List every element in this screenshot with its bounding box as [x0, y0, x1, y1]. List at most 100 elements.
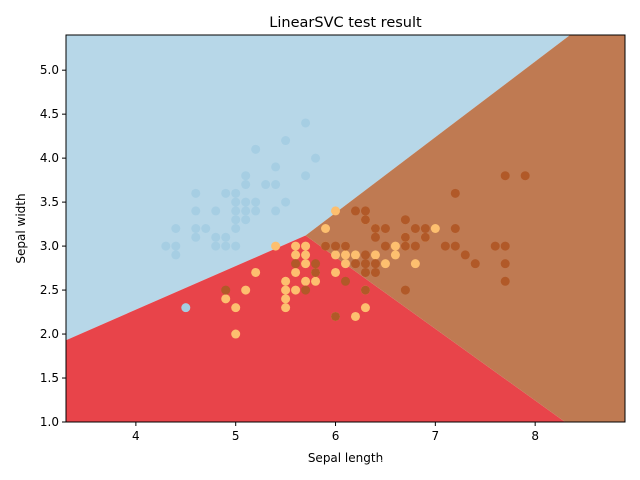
decision-region-2: [305, 35, 625, 422]
data-point-setosa: [171, 241, 181, 251]
data-point-versicolor: [341, 259, 350, 269]
data-point-versicolor: [311, 276, 321, 286]
x-tick-label: 4: [132, 429, 140, 443]
data-point-virginica: [500, 241, 510, 251]
data-point-setosa: [301, 171, 311, 181]
data-point-virginica: [400, 232, 410, 242]
data-point-setosa: [251, 206, 261, 216]
y-tick-label: 1.0: [40, 415, 59, 429]
data-point-versicolor: [390, 250, 400, 260]
x-tick-label: 8: [531, 429, 539, 443]
data-point-versicolor: [410, 259, 420, 269]
data-point-virginica: [311, 267, 321, 277]
data-point-virginica: [450, 188, 460, 198]
data-point-versicolor: [370, 250, 380, 260]
data-point-versicolor: [390, 241, 400, 251]
data-point-versicolor: [430, 224, 440, 233]
data-point-versicolor: [331, 267, 341, 277]
data-point-setosa: [161, 241, 171, 251]
data-point-virginica: [301, 285, 311, 295]
data-point-versicolor: [380, 259, 390, 269]
data-point-setosa: [191, 188, 201, 198]
data-point-virginica: [440, 241, 450, 251]
data-point-setosa: [231, 188, 241, 198]
data-point-versicolor: [350, 311, 360, 321]
data-point-setosa: [311, 153, 321, 163]
x-axis-ticks: 4 5 6 7 8: [132, 422, 539, 443]
data-point-setosa: [231, 241, 241, 251]
data-point-setosa: [221, 188, 231, 198]
data-point-setosa: [231, 215, 241, 225]
data-point-virginica: [470, 259, 480, 269]
data-point-versicolor: [281, 285, 291, 295]
data-point-setosa: [211, 232, 221, 242]
y-tick-label: 1.5: [40, 371, 59, 385]
decision-region-1: [66, 235, 566, 422]
data-point-setosa: [251, 197, 261, 207]
data-point-virginica: [400, 285, 410, 295]
data-point-virginica: [370, 232, 380, 242]
data-point-versicolor: [251, 267, 261, 277]
data-point-setosa: [241, 215, 251, 225]
x-tick-label: 7: [432, 429, 440, 443]
data-point-virginica: [370, 267, 380, 277]
scatter-points: [161, 118, 530, 339]
data-point-setosa: [191, 224, 201, 233]
data-point-virginica: [221, 285, 231, 295]
data-point-setosa: [251, 144, 261, 154]
y-tick-label: 4.0: [40, 151, 59, 165]
data-point-versicolor: [301, 259, 311, 269]
data-point-setosa: [221, 232, 231, 242]
watermark-text: https://blog.csdn.net/weixin_45709671: [378, 456, 632, 471]
data-point-setosa: [231, 197, 241, 207]
data-point-virginica: [460, 250, 470, 260]
data-point-versicolor: [291, 267, 301, 277]
data-point-versicolor: [291, 241, 301, 251]
data-point-virginica: [370, 259, 380, 269]
data-point-virginica: [500, 276, 510, 286]
x-axis-label: Sepal length: [308, 451, 383, 465]
data-point-setosa: [191, 232, 201, 242]
data-point-virginica: [410, 241, 420, 251]
data-point-versicolor: [291, 250, 301, 260]
data-point-versicolor: [331, 206, 341, 216]
plot-frame: [65, 34, 626, 423]
data-point-setosa: [211, 241, 221, 251]
decision-region-0: [66, 35, 571, 341]
data-point-setosa: [281, 136, 291, 146]
data-point-setosa: [201, 224, 211, 233]
data-point-setosa: [211, 206, 221, 216]
data-point-versicolor: [291, 285, 301, 295]
data-point-setosa: [231, 224, 241, 233]
x-tick-label: 5: [232, 429, 240, 443]
data-point-virginica: [370, 224, 380, 233]
data-point-virginica: [410, 224, 420, 233]
data-point-versicolor: [321, 224, 331, 233]
data-point-versicolor: [350, 250, 360, 260]
data-point-setosa: [281, 197, 291, 207]
data-point-versicolor: [271, 241, 281, 251]
data-point-virginica: [360, 215, 370, 225]
data-point-virginica: [350, 259, 360, 269]
y-tick-label: 5.0: [40, 63, 59, 77]
data-point-versicolor: [221, 294, 231, 304]
data-point-setosa: [261, 180, 271, 190]
data-point-versicolor: [341, 250, 350, 260]
data-point-versicolor: [281, 276, 291, 286]
data-point-virginica: [360, 250, 370, 260]
data-point-virginica: [360, 267, 370, 277]
data-point-virginica: [420, 224, 430, 233]
data-point-versicolor: [281, 294, 291, 304]
data-point-virginica: [331, 241, 341, 251]
data-point-virginica: [500, 171, 510, 181]
data-point-setosa: [241, 206, 251, 216]
data-point-versicolor: [241, 285, 251, 295]
data-point-versicolor: [360, 303, 370, 313]
data-point-versicolor: [231, 303, 241, 313]
data-point-versicolor: [281, 303, 291, 313]
data-point-virginica: [360, 206, 370, 216]
data-point-setosa: [191, 206, 201, 216]
data-point-virginica: [291, 259, 301, 269]
data-point-virginica: [400, 215, 410, 225]
